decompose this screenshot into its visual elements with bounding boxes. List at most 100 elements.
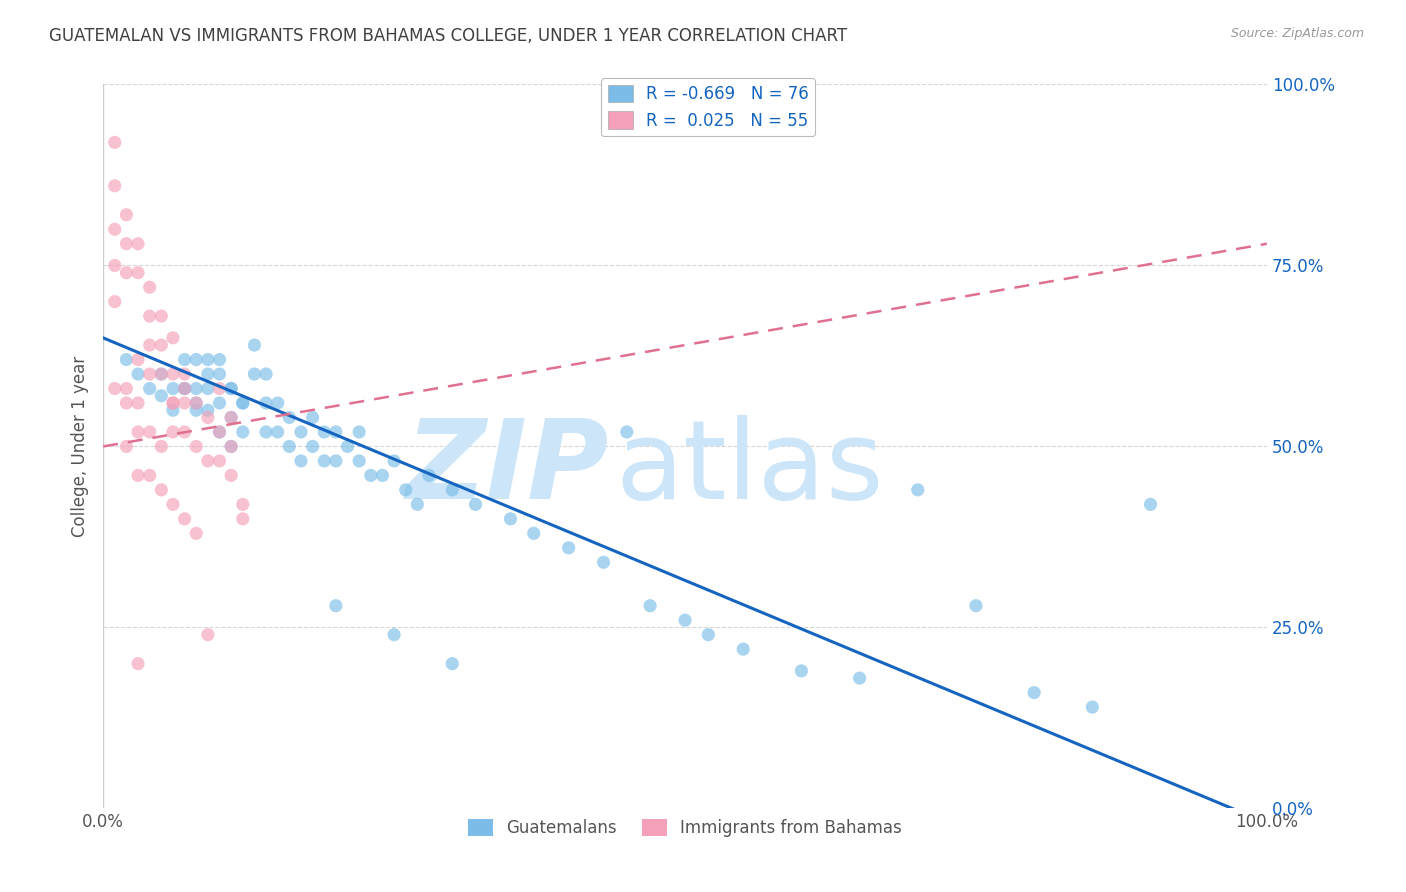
- Point: [965, 599, 987, 613]
- Point: [173, 367, 195, 381]
- Point: [347, 425, 370, 439]
- Point: [162, 403, 184, 417]
- Point: [104, 178, 127, 193]
- Point: [138, 309, 160, 323]
- Point: [301, 410, 323, 425]
- Point: [499, 512, 522, 526]
- Point: [1139, 497, 1161, 511]
- Point: [127, 425, 149, 439]
- Point: [638, 599, 661, 613]
- Point: [464, 497, 486, 511]
- Point: [219, 382, 242, 396]
- Point: [219, 439, 242, 453]
- Point: [162, 497, 184, 511]
- Point: [173, 396, 195, 410]
- Point: [790, 664, 813, 678]
- Legend: Guatemalans, Immigrants from Bahamas: Guatemalans, Immigrants from Bahamas: [461, 812, 908, 844]
- Point: [186, 526, 208, 541]
- Point: [208, 396, 231, 410]
- Point: [592, 555, 614, 569]
- Point: [138, 338, 160, 352]
- Point: [173, 352, 195, 367]
- Point: [232, 396, 254, 410]
- Point: [907, 483, 929, 497]
- Point: [232, 396, 254, 410]
- Point: [441, 483, 464, 497]
- Point: [219, 410, 242, 425]
- Point: [138, 468, 160, 483]
- Text: atlas: atlas: [616, 415, 884, 522]
- Point: [150, 483, 173, 497]
- Point: [115, 236, 138, 251]
- Point: [336, 439, 359, 453]
- Point: [150, 367, 173, 381]
- Point: [127, 236, 149, 251]
- Point: [186, 382, 208, 396]
- Text: GUATEMALAN VS IMMIGRANTS FROM BAHAMAS COLLEGE, UNDER 1 YEAR CORRELATION CHART: GUATEMALAN VS IMMIGRANTS FROM BAHAMAS CO…: [49, 27, 848, 45]
- Point: [115, 396, 138, 410]
- Point: [325, 454, 347, 468]
- Point: [243, 338, 266, 352]
- Point: [243, 367, 266, 381]
- Text: Source: ZipAtlas.com: Source: ZipAtlas.com: [1230, 27, 1364, 40]
- Point: [127, 396, 149, 410]
- Point: [290, 425, 312, 439]
- Point: [301, 439, 323, 453]
- Point: [150, 367, 173, 381]
- Point: [208, 425, 231, 439]
- Point: [278, 410, 301, 425]
- Point: [162, 396, 184, 410]
- Point: [219, 410, 242, 425]
- Point: [186, 352, 208, 367]
- Point: [441, 657, 464, 671]
- Point: [138, 425, 160, 439]
- Point: [162, 367, 184, 381]
- Point: [138, 382, 160, 396]
- Point: [406, 497, 429, 511]
- Point: [150, 309, 173, 323]
- Text: ZIP: ZIP: [406, 415, 609, 522]
- Point: [197, 454, 219, 468]
- Point: [557, 541, 579, 555]
- Point: [162, 331, 184, 345]
- Point: [219, 468, 242, 483]
- Point: [360, 468, 382, 483]
- Point: [232, 512, 254, 526]
- Point: [254, 367, 277, 381]
- Point: [219, 382, 242, 396]
- Point: [127, 468, 149, 483]
- Point: [104, 382, 127, 396]
- Point: [127, 266, 149, 280]
- Point: [138, 367, 160, 381]
- Point: [848, 671, 870, 685]
- Point: [186, 396, 208, 410]
- Point: [616, 425, 638, 439]
- Point: [197, 403, 219, 417]
- Point: [138, 280, 160, 294]
- Point: [382, 454, 405, 468]
- Point: [162, 382, 184, 396]
- Point: [197, 410, 219, 425]
- Point: [150, 338, 173, 352]
- Point: [208, 425, 231, 439]
- Point: [382, 628, 405, 642]
- Point: [197, 352, 219, 367]
- Point: [290, 454, 312, 468]
- Point: [186, 439, 208, 453]
- Point: [197, 628, 219, 642]
- Point: [104, 136, 127, 150]
- Point: [127, 352, 149, 367]
- Point: [173, 382, 195, 396]
- Point: [173, 512, 195, 526]
- Point: [208, 454, 231, 468]
- Point: [254, 396, 277, 410]
- Point: [104, 222, 127, 236]
- Point: [395, 483, 418, 497]
- Point: [673, 613, 696, 627]
- Point: [150, 389, 173, 403]
- Point: [347, 454, 370, 468]
- Point: [104, 259, 127, 273]
- Point: [115, 352, 138, 367]
- Y-axis label: College, Under 1 year: College, Under 1 year: [72, 356, 89, 537]
- Point: [127, 367, 149, 381]
